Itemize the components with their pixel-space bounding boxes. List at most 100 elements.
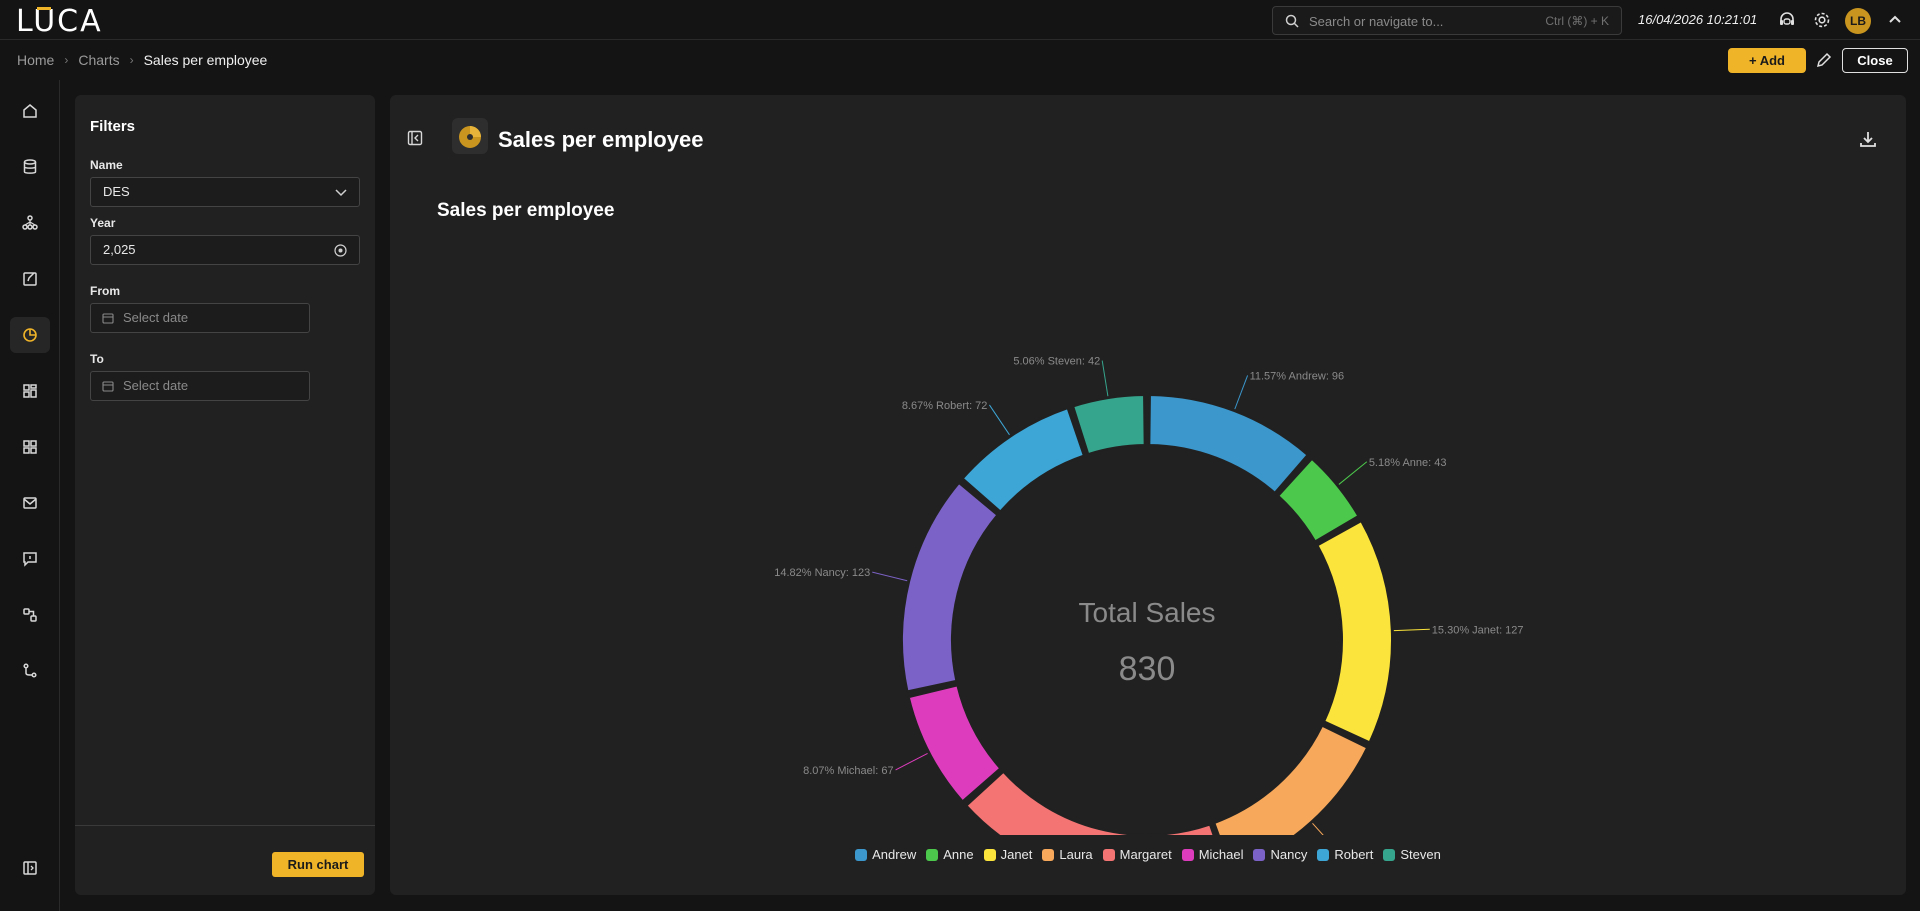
legend-item-andrew[interactable]: Andrew (855, 847, 916, 862)
year-input-value: 2,025 (103, 242, 136, 257)
chart-panel: Sales per employee Sales per employee 11… (390, 95, 1906, 895)
search-input[interactable]: Search or navigate to... Ctrl (⌘) + K (1272, 6, 1622, 35)
breadcrumb-current: Sales per employee (143, 52, 268, 68)
donut-data-label: 11.57% Andrew: 96 (1250, 370, 1345, 382)
chevron-right-icon: › (129, 53, 134, 67)
legend-swatch (983, 848, 996, 861)
legend-item-michael[interactable]: Michael (1181, 847, 1244, 862)
legend-item-janet[interactable]: Janet (983, 847, 1033, 862)
nav-home[interactable] (10, 93, 50, 129)
app-logo[interactable]: LUCA (16, 4, 103, 39)
nav-model[interactable] (10, 205, 50, 241)
legend-label: Steven (1400, 847, 1441, 862)
chart-title: Sales per employee (437, 200, 615, 221)
from-date-input[interactable]: Select date (90, 303, 310, 333)
nav-mail[interactable] (10, 485, 50, 521)
donut-label-leader (1234, 375, 1249, 410)
branch-icon (23, 663, 37, 678)
donut-slice-anne[interactable] (1277, 457, 1360, 543)
filters-divider (75, 825, 375, 826)
donut-slice-janet[interactable] (1316, 520, 1393, 744)
nav-expand[interactable] (10, 850, 50, 886)
breadcrumb-home[interactable]: Home (17, 52, 55, 68)
plus-icon: + (1748, 53, 1760, 68)
nav-dashboards[interactable] (10, 373, 50, 409)
gear-icon[interactable] (1812, 10, 1832, 30)
nav-branches[interactable] (10, 653, 50, 689)
pie-chart-icon (459, 126, 481, 148)
legend-label: Margaret (1119, 847, 1172, 862)
donut-label-leader (895, 752, 928, 771)
legend-swatch (1317, 848, 1330, 861)
user-avatar[interactable]: LB (1845, 8, 1871, 34)
mail-icon (23, 497, 37, 509)
legend-label: Robert (1334, 847, 1374, 862)
top-bar: LUCA Search or navigate to... Ctrl (⌘) +… (0, 0, 1920, 40)
chart-type-badge (452, 118, 488, 154)
donut-data-label: 5.06% Steven: 42 (1013, 356, 1100, 368)
year-label: Year (90, 216, 116, 230)
donut-slice-margaret[interactable] (965, 770, 1226, 835)
nav-messages[interactable] (10, 541, 50, 577)
edit-form-icon (23, 272, 37, 286)
donut-slice-andrew[interactable] (1148, 394, 1309, 494)
legend-label: Michael (1198, 847, 1244, 862)
search-icon (1285, 14, 1299, 28)
run-chart-button[interactable]: Run chart (272, 852, 364, 877)
donut-label-leader (1338, 461, 1368, 485)
legend-item-laura[interactable]: Laura (1042, 847, 1093, 862)
left-nav (0, 80, 60, 911)
support-agent-icon[interactable] (1777, 10, 1797, 30)
nav-database[interactable] (10, 149, 50, 185)
donut-chart: 11.57% Andrew: 96 5.18% Anne: 43 15.30% Ja… (774, 356, 1524, 835)
chevron-down-icon (335, 189, 347, 197)
year-input[interactable]: 2,025 (90, 235, 360, 265)
chevron-up-icon[interactable] (1885, 10, 1905, 30)
donut-slice-laura[interactable] (1213, 724, 1369, 835)
donut-label-leader (872, 571, 908, 582)
donut-slice-steven[interactable] (1072, 394, 1146, 456)
calendar-icon (102, 381, 114, 392)
legend-item-steven[interactable]: Steven (1383, 847, 1441, 862)
donut-slice-michael[interactable] (907, 684, 1002, 803)
donut-label-leader (1101, 360, 1109, 397)
workflow-icon (23, 608, 37, 622)
search-shortcut: Ctrl (⌘) + K (1545, 14, 1609, 28)
donut-slice-nancy[interactable] (901, 481, 999, 693)
legend-label: Anne (943, 847, 974, 862)
calendar-icon (102, 313, 114, 324)
close-button[interactable]: Close (1842, 48, 1908, 73)
sidebar-expand-icon (23, 861, 37, 875)
to-label: To (90, 352, 104, 366)
download-icon[interactable] (1858, 129, 1878, 149)
nav-workflows[interactable] (10, 597, 50, 633)
donut-data-label: 15.30% Janet: 127 (1432, 624, 1524, 636)
chart-legend: Andrew Anne Janet Laura Margaret Michael Nancy… (390, 847, 1906, 862)
from-label: From (90, 284, 120, 298)
legend-item-robert[interactable]: Robert (1317, 847, 1373, 862)
donut-label-leader (989, 404, 1010, 436)
legend-swatch (1102, 848, 1115, 861)
chat-icon (23, 552, 37, 567)
grid-icon (23, 440, 37, 454)
donut-slice-robert[interactable] (961, 407, 1085, 513)
add-button[interactable]: + Add (1728, 48, 1806, 73)
to-date-input[interactable]: Select date (90, 371, 310, 401)
legend-swatch (926, 848, 939, 861)
nav-apps[interactable] (10, 429, 50, 465)
donut-data-label: 5.18% Anne: 43 (1369, 457, 1447, 469)
legend-item-nancy[interactable]: Nancy (1253, 847, 1307, 862)
breadcrumb-charts[interactable]: Charts (78, 52, 120, 68)
clear-circle-icon[interactable] (334, 244, 347, 257)
collapse-panel-icon[interactable] (407, 130, 423, 146)
name-select[interactable]: DES (90, 177, 360, 207)
edit-pencil-icon[interactable] (1814, 50, 1834, 70)
legend-item-margaret[interactable]: Margaret (1102, 847, 1172, 862)
legend-label: Janet (1000, 847, 1033, 862)
filters-title: Filters (90, 118, 136, 135)
chevron-right-icon: › (64, 53, 69, 67)
nav-charts[interactable] (10, 317, 50, 353)
nav-forms[interactable] (10, 261, 50, 297)
legend-item-anne[interactable]: Anne (926, 847, 974, 862)
legend-swatch (1042, 848, 1055, 861)
